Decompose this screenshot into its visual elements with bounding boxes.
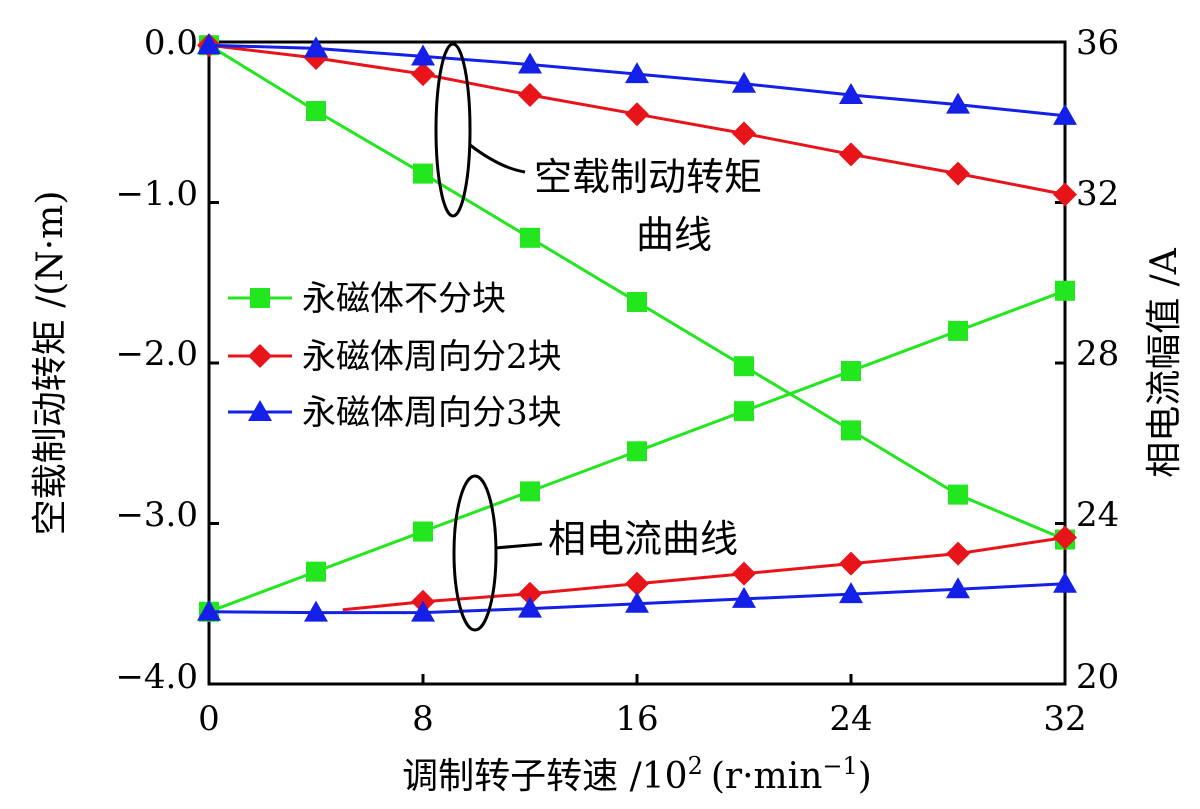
- x-axis-label-sup: 2: [688, 752, 703, 780]
- right-tick-label: 20: [1076, 657, 1119, 697]
- x-tick-label: 8: [412, 699, 434, 739]
- legend-label: 永磁体不分块: [302, 279, 506, 319]
- data-point-current-square: [306, 561, 326, 582]
- data-point-current-square: [627, 441, 647, 462]
- data-point-current-triangle: [625, 591, 649, 613]
- legend-marker-square: [250, 288, 270, 308]
- left-tick-label: 0.0: [144, 23, 198, 63]
- data-point-torque-square: [841, 420, 861, 441]
- x-tick-label: 0: [198, 699, 220, 739]
- x-axis-label-unit-close: ): [858, 756, 872, 797]
- data-point-current-square: [520, 481, 540, 502]
- data-point-current-square: [413, 521, 433, 542]
- data-point-current-triangle: [1053, 571, 1077, 593]
- data-point-torque-diamond: [625, 102, 649, 127]
- torque-curves-ellipse: [434, 42, 472, 218]
- legend: 永磁体不分块 永磁体周向分2块 永磁体周向分3块: [228, 279, 562, 433]
- data-point-torque-square: [520, 227, 540, 248]
- data-point-current-square: [734, 401, 754, 422]
- data-point-current-triangle: [518, 596, 542, 618]
- data-point-current-square: [1055, 280, 1075, 301]
- data-point-torque-diamond: [1053, 182, 1077, 207]
- left-tick-label: −1.0: [115, 174, 198, 214]
- left-tick-label: −3.0: [115, 495, 198, 535]
- data-point-current-diamond: [946, 541, 970, 566]
- data-point-current-square: [841, 361, 861, 382]
- x-tick-label: 24: [829, 699, 872, 739]
- data-point-torque-diamond: [732, 121, 756, 146]
- data-point-torque-diamond: [518, 82, 542, 107]
- legend-label: 永磁体周向分2块: [302, 337, 562, 377]
- data-point-torque-diamond: [946, 161, 970, 186]
- x-axis-label-unit: (r·min: [711, 756, 823, 797]
- legend-label: 永磁体周向分3块: [302, 393, 562, 433]
- x-axis-label-unit-sup: −1: [822, 752, 857, 780]
- data-point-current-triangle: [304, 600, 328, 622]
- data-point-torque-triangle: [411, 44, 435, 66]
- data-point-torque-triangle: [625, 62, 649, 84]
- torque-annotation-label: 空载制动转矩: [534, 155, 762, 199]
- right-tick-label: 28: [1076, 334, 1119, 374]
- data-point-torque-square: [306, 101, 326, 122]
- left-y-axis-label: 空载制动转矩 /(N·m): [30, 191, 71, 536]
- data-point-current-diamond: [732, 561, 756, 586]
- data-point-torque-triangle: [197, 33, 221, 55]
- data-point-current-diamond: [625, 571, 649, 596]
- data-point-torque-triangle: [304, 36, 328, 58]
- torque-annotation-leader: [469, 143, 526, 174]
- data-point-torque-triangle: [946, 92, 970, 114]
- data-point-current-triangle: [197, 599, 221, 621]
- right-tick-label: 36: [1076, 23, 1119, 63]
- data-point-current-diamond: [1053, 525, 1077, 550]
- data-point-torque-square: [413, 163, 433, 184]
- data-point-current-square: [948, 320, 968, 341]
- data-point-torque-triangle: [732, 71, 756, 93]
- series-group: [197, 33, 1077, 622]
- data-point-torque-square: [627, 292, 647, 313]
- left-tick-label: −4.0: [115, 657, 198, 697]
- data-point-torque-square: [948, 484, 968, 505]
- data-point-current-diamond: [839, 551, 863, 576]
- data-point-torque-diamond: [839, 142, 863, 167]
- torque-annotation-label: 曲线: [636, 213, 712, 257]
- x-tick-label: 16: [615, 699, 658, 739]
- x-axis-label: 调制转子转速 /102 (r·min−1): [402, 752, 872, 797]
- data-point-torque-square: [734, 356, 754, 377]
- series-line-current-diamond: [342, 536, 1066, 612]
- legend-marker-diamond: [248, 344, 272, 368]
- current-annotation-label: 相电流曲线: [548, 517, 738, 561]
- data-point-current-triangle: [946, 577, 970, 599]
- right-tick-label: 24: [1076, 495, 1119, 535]
- x-tick-label: 32: [1043, 699, 1086, 739]
- data-point-torque-triangle: [1053, 103, 1077, 125]
- data-point-torque-triangle: [839, 82, 863, 104]
- legend-marker-triangle: [248, 400, 272, 421]
- left-tick-label: −2.0: [115, 334, 198, 374]
- data-point-current-triangle: [732, 586, 756, 608]
- data-point-current-triangle: [411, 600, 435, 622]
- data-point-torque-diamond: [411, 62, 435, 87]
- current-curves-ellipse: [452, 474, 498, 632]
- right-tick-label: 32: [1076, 174, 1119, 214]
- data-point-current-triangle: [839, 582, 863, 604]
- data-point-torque-triangle: [518, 52, 542, 74]
- current-annotation-leader: [494, 542, 543, 550]
- x-axis-label-main: 调制转子转速 /10: [402, 756, 687, 797]
- right-y-axis-label: 相电流幅值 /A: [1144, 247, 1185, 478]
- data-point-current-diamond: [518, 581, 542, 606]
